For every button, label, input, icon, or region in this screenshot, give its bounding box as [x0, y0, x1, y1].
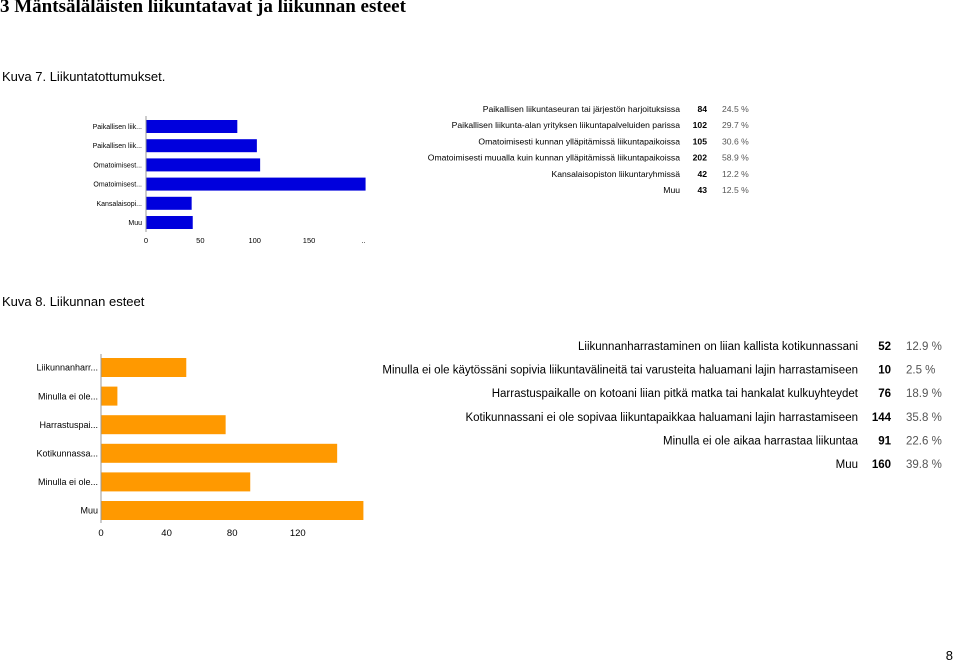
c8-category-label-6: Muu — [80, 506, 98, 516]
c8-category-label-2: Minulla ei ole... — [38, 391, 98, 401]
c7-tick-label-4: 150 — [303, 236, 316, 245]
c8-legend-label-2: Minulla ei ole käytössäni sopivia liikun… — [382, 365, 858, 377]
c8-legend-percent-6: 39.8 % — [906, 459, 942, 471]
figure-caption-7: Kuva 7. Liikuntatottumukset. — [2, 69, 166, 84]
c8-tick-label-1: 0 — [98, 528, 103, 539]
c8-bar-3 — [101, 415, 226, 435]
c8-legend-label-6: Muu — [836, 459, 858, 471]
c8-legend-label-3: Harrastuspaikalle on kotoani liian pitkä… — [492, 388, 859, 400]
c7-legend-percent-2: 29.7 % — [722, 120, 749, 130]
c7-category-label-2: Paikallisen liik... — [93, 143, 142, 150]
c7-category-label-1: Paikallisen liik... — [93, 124, 142, 131]
c7-legend-count-4: 202 — [693, 153, 708, 163]
c7-legend-label-4: Omatoimisesti muualla kuin kunnan ylläpi… — [428, 153, 680, 163]
c7-legend-count-3: 105 — [693, 136, 708, 146]
c7-legend-percent-3: 30.6 % — [722, 136, 749, 146]
c7-legend-label-5: Kansalaisopiston liikuntaryhmissä — [552, 169, 681, 179]
c7-category-label-4: Omatoimisest... — [93, 182, 142, 189]
c7-legend-count-1: 84 — [697, 104, 707, 114]
c7-legend-count-6: 43 — [697, 185, 707, 195]
c8-legend-count-5: 91 — [878, 435, 891, 447]
c8-tick-label-3: 80 — [227, 528, 238, 539]
c7-legend-percent-5: 12.2 % — [722, 169, 749, 179]
c7-legend-percent-1: 24.5 % — [722, 104, 749, 114]
c8-category-label-1: Liikunnanharr... — [36, 363, 98, 373]
c7-legend-count-5: 42 — [697, 169, 707, 179]
c8-bar-4 — [101, 443, 338, 463]
c7-category-label-3: Omatoimisest... — [93, 162, 142, 169]
c7-legend-label-6: Muu — [663, 185, 680, 195]
c8-tick-label-2: 40 — [161, 528, 172, 539]
c7-bar-2 — [146, 139, 257, 153]
c7-tick-label-1: 0 — [144, 236, 148, 245]
c8-bar-1 — [101, 358, 187, 377]
c8-legend-count-1: 52 — [878, 341, 891, 353]
c7-legend-count-2: 102 — [693, 120, 708, 130]
c8-tick-label-4: 120 — [290, 528, 306, 539]
c7-bar-1 — [146, 120, 238, 133]
page-number: 8 — [945, 648, 953, 663]
c8-legend-count-3: 76 — [878, 388, 891, 400]
c7-category-label-6: Muu — [128, 220, 142, 227]
c8-category-label-5: Minulla ei ole... — [38, 477, 98, 487]
c8-legend-percent-3: 18.9 % — [906, 388, 942, 400]
c8-category-label-3: Harrastuspai... — [39, 420, 98, 430]
c7-legend-percent-6: 12.5 % — [722, 185, 749, 195]
c8-category-label-4: Kotikunnassa... — [36, 448, 98, 458]
c7-bar-5 — [146, 196, 192, 210]
c7-legend-label-1: Paikallisen liikuntaseuran tai järjestön… — [483, 104, 680, 114]
c8-legend-percent-1: 12.9 % — [906, 341, 942, 353]
c8-legend-percent-2: 2.5 % — [906, 365, 935, 377]
c8-bar-6 — [101, 501, 364, 520]
c7-legend-label-3: Omatoimisesti kunnan ylläpitämissä liiku… — [478, 136, 680, 146]
c7-legend-percent-4: 58.9 % — [722, 153, 749, 163]
c8-legend-label-1: Liikunnanharrastaminen on liian kallista… — [578, 341, 858, 353]
c7-bar-3 — [146, 158, 261, 172]
figure-caption-8: Kuva 8. Liikunnan esteet — [2, 294, 145, 309]
c7-tick-label-3: 100 — [248, 236, 261, 245]
c8-legend-count-6: 160 — [872, 459, 891, 471]
c7-bar-4 — [146, 177, 366, 191]
c8-legend-label-5: Minulla ei ole aikaa harrastaa liikuntaa — [663, 435, 859, 447]
c7-bar-6 — [146, 216, 193, 229]
c7-category-label-5: Kansalaisopi... — [96, 201, 142, 208]
c7-legend-label-2: Paikallisen liikunta-alan yrityksen liik… — [452, 120, 681, 130]
c7-tick-label-2: 50 — [196, 236, 204, 245]
section-heading: 3 Mäntsäläläisten liikuntatavat ja liiku… — [0, 0, 406, 17]
c8-bar-2 — [101, 386, 118, 406]
c8-legend-percent-4: 35.8 % — [906, 412, 942, 424]
c8-legend-count-4: 144 — [872, 412, 892, 424]
c8-legend-label-4: Kotikunnassani ei ole sopivaa liikuntapa… — [465, 412, 858, 424]
c8-legend-count-2: 10 — [878, 365, 891, 377]
c8-bar-5 — [101, 472, 251, 492]
c7-tick-label-5: .. — [361, 236, 365, 245]
c8-legend-percent-5: 22.6 % — [906, 435, 942, 447]
